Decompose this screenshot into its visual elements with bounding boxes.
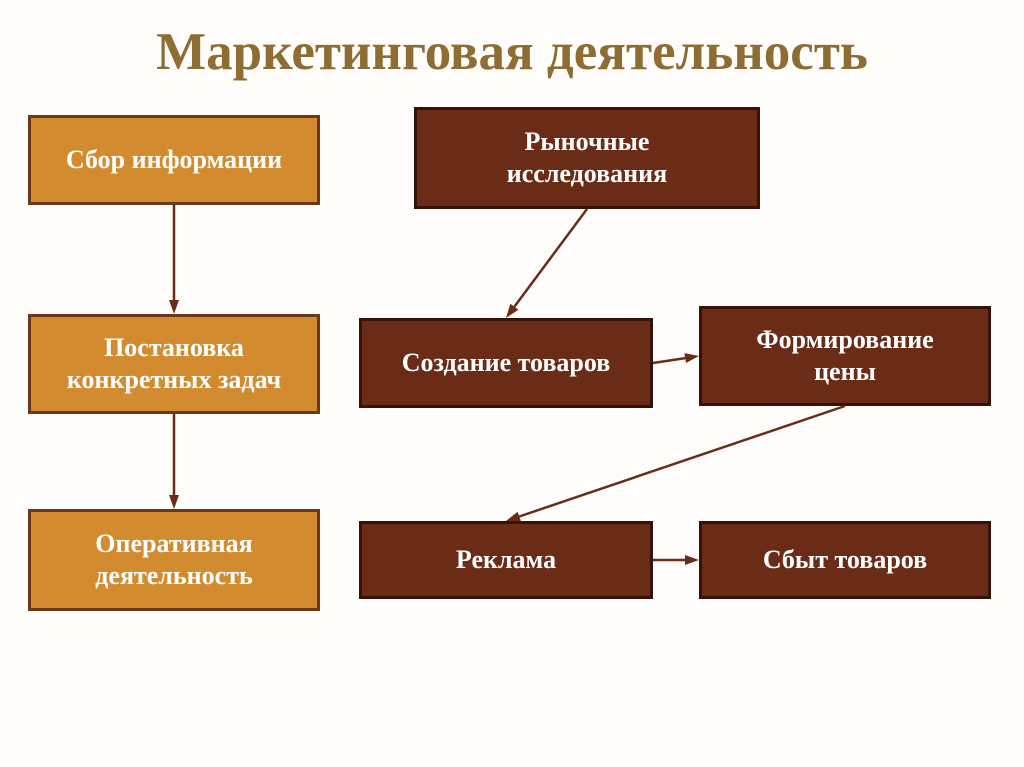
- node-rynochnye-issledovaniya: Рыночныеисследования: [414, 107, 760, 209]
- node-reklama: Реклама: [359, 521, 653, 599]
- node-label: Оперативнаядеятельность: [95, 528, 252, 593]
- node-label: Формированиецены: [756, 324, 933, 389]
- node-postanovka-zadach: Постановкаконкретных задач: [28, 314, 320, 414]
- node-label: Постановкаконкретных задач: [67, 332, 281, 397]
- node-sbor-informatsii: Сбор информации: [28, 115, 320, 205]
- node-label: Сбор информации: [66, 144, 282, 177]
- node-label: Создание товаров: [402, 347, 611, 380]
- node-sbyt-tovarov: Сбыт товаров: [699, 521, 991, 599]
- page-title: Маркетинговая деятельность: [0, 22, 1024, 82]
- node-operativnaya-deyatelnost: Оперативнаядеятельность: [28, 509, 320, 611]
- node-sozdanie-tovarov: Создание товаров: [359, 318, 653, 408]
- node-label: Сбыт товаров: [763, 544, 927, 577]
- node-label: Рыночныеисследования: [507, 126, 667, 191]
- node-label: Реклама: [456, 544, 556, 577]
- node-formirovanie-ceny: Формированиецены: [699, 306, 991, 406]
